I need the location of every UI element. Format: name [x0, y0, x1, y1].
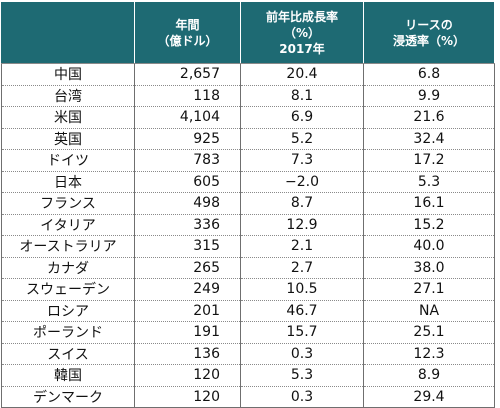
header-market-size: 年間 （億ドル） — [134, 1, 241, 64]
lease-penetration-cell: 8.9 — [363, 364, 495, 387]
country-cell: 日本 — [1, 171, 135, 193]
market-size-cell: 120 — [134, 386, 241, 408]
growth-rate-cell: 15.7 — [240, 321, 364, 344]
lease-penetration-cell: 21.6 — [363, 106, 495, 129]
table-row: スウェーデン 249 10.5 27.1 — [1, 278, 495, 301]
lease-penetration-cell: 17.2 — [363, 149, 495, 172]
growth-rate-cell: 5.2 — [240, 128, 364, 150]
growth-rate-cell: 10.5 — [240, 278, 364, 301]
table-row: 米国 4,104 6.9 21.6 — [1, 106, 495, 129]
table-row: 日本 605 −2.0 5.3 — [1, 171, 495, 193]
table-row: ロシア 201 46.7 NA — [1, 300, 495, 322]
header-corner-cell — [1, 1, 135, 64]
country-cell: デンマーク — [1, 386, 135, 408]
market-size-cell: 498 — [134, 192, 241, 215]
table-row: ポーランド 191 15.7 25.1 — [1, 321, 495, 344]
growth-rate-cell: 46.7 — [240, 300, 364, 322]
market-size-cell: 4,104 — [134, 106, 241, 129]
lease-penetration-cell: NA — [363, 300, 495, 322]
country-cell: 中国 — [1, 63, 135, 86]
growth-rate-cell: 8.1 — [240, 85, 364, 107]
country-cell: オーストラリア — [1, 235, 135, 258]
lease-penetration-cell: 38.0 — [363, 257, 495, 279]
country-cell: スイス — [1, 343, 135, 365]
country-cell: スウェーデン — [1, 278, 135, 301]
lease-penetration-cell: 12.3 — [363, 343, 495, 365]
table-row: フランス 498 8.7 16.1 — [1, 192, 495, 215]
lease-penetration-cell: 32.4 — [363, 128, 495, 150]
table-row: ドイツ 783 7.3 17.2 — [1, 149, 495, 172]
table-row: オーストラリア 315 2.1 40.0 — [1, 235, 495, 258]
lease-penetration-cell: 29.4 — [363, 386, 495, 408]
country-cell: ロシア — [1, 300, 135, 322]
market-size-cell: 2,657 — [134, 63, 241, 86]
lease-penetration-cell: 16.1 — [363, 192, 495, 215]
market-size-cell: 136 — [134, 343, 241, 365]
growth-rate-cell: 0.3 — [240, 386, 364, 408]
lease-penetration-cell: 5.3 — [363, 171, 495, 193]
table-row: カナダ 265 2.7 38.0 — [1, 257, 495, 279]
growth-rate-cell: 2.7 — [240, 257, 364, 279]
header-row: 年間 （億ドル） 前年比成長率 （%） 2017年 リースの 浸透率（%） — [1, 1, 495, 64]
growth-rate-cell: 7.3 — [240, 149, 364, 172]
growth-rate-cell: −2.0 — [240, 171, 364, 193]
table-body: 中国 2,657 20.4 6.8 台湾 118 8.1 9.9 米国 4,104 6.9 21.6 英… — [1, 63, 495, 408]
growth-rate-cell: 20.4 — [240, 63, 364, 86]
country-cell: 米国 — [1, 106, 135, 129]
country-cell: 韓国 — [1, 364, 135, 387]
growth-rate-cell: 5.3 — [240, 364, 364, 387]
market-size-cell: 783 — [134, 149, 241, 172]
market-size-cell: 925 — [134, 128, 241, 150]
market-size-cell: 191 — [134, 321, 241, 344]
table-row: 英国 925 5.2 32.4 — [1, 128, 495, 150]
market-size-cell: 265 — [134, 257, 241, 279]
lease-penetration-cell: 6.8 — [363, 63, 495, 86]
country-cell: ドイツ — [1, 149, 135, 172]
market-size-cell: 120 — [134, 364, 241, 387]
country-cell: カナダ — [1, 257, 135, 279]
market-size-cell: 201 — [134, 300, 241, 322]
growth-rate-cell: 8.7 — [240, 192, 364, 215]
market-size-cell: 249 — [134, 278, 241, 301]
country-cell: フランス — [1, 192, 135, 215]
growth-rate-cell: 0.3 — [240, 343, 364, 365]
market-size-cell: 315 — [134, 235, 241, 258]
lease-penetration-cell: 15.2 — [363, 214, 495, 236]
market-size-cell: 118 — [134, 85, 241, 107]
country-cell: 英国 — [1, 128, 135, 150]
country-cell: ポーランド — [1, 321, 135, 344]
market-size-cell: 605 — [134, 171, 241, 193]
country-cell: イタリア — [1, 214, 135, 236]
market-size-cell: 336 — [134, 214, 241, 236]
growth-rate-cell: 2.1 — [240, 235, 364, 258]
lease-penetration-cell: 9.9 — [363, 85, 495, 107]
table-row: スイス 136 0.3 12.3 — [1, 343, 495, 365]
header-growth-rate: 前年比成長率 （%） 2017年 — [240, 1, 364, 64]
table-row: イタリア 336 12.9 15.2 — [1, 214, 495, 236]
lease-penetration-cell: 27.1 — [363, 278, 495, 301]
table-row: 韓国 120 5.3 8.9 — [1, 364, 495, 387]
growth-rate-cell: 12.9 — [240, 214, 364, 236]
growth-rate-cell: 6.9 — [240, 106, 364, 129]
country-cell: 台湾 — [1, 85, 135, 107]
table-row: 台湾 118 8.1 9.9 — [1, 85, 495, 107]
header-lease-penetration: リースの 浸透率（%） — [363, 1, 495, 64]
table-row: 中国 2,657 20.4 6.8 — [1, 63, 495, 86]
table-row: デンマーク 120 0.3 29.4 — [1, 386, 495, 408]
lease-penetration-cell: 40.0 — [363, 235, 495, 258]
lease-penetration-cell: 25.1 — [363, 321, 495, 344]
